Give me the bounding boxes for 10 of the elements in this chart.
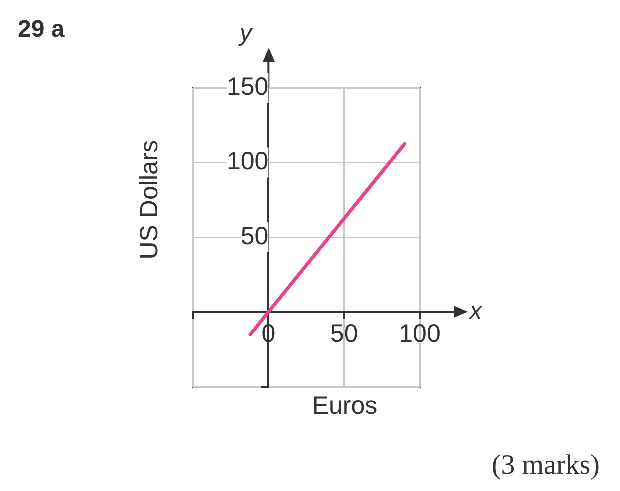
text: (3 marks) [492,450,600,482]
text: x [470,298,482,326]
text: 29 a [18,16,65,44]
x-axis-title: Euros [312,392,378,421]
y-tick-label: 50 [240,222,269,250]
y-tick-label: 100 [226,148,269,176]
y-tick-label: 150 [226,72,269,101]
y-axis-title: US Dollars [136,140,164,260]
text: y [240,20,252,48]
x-tick-label: 50 [330,320,358,348]
